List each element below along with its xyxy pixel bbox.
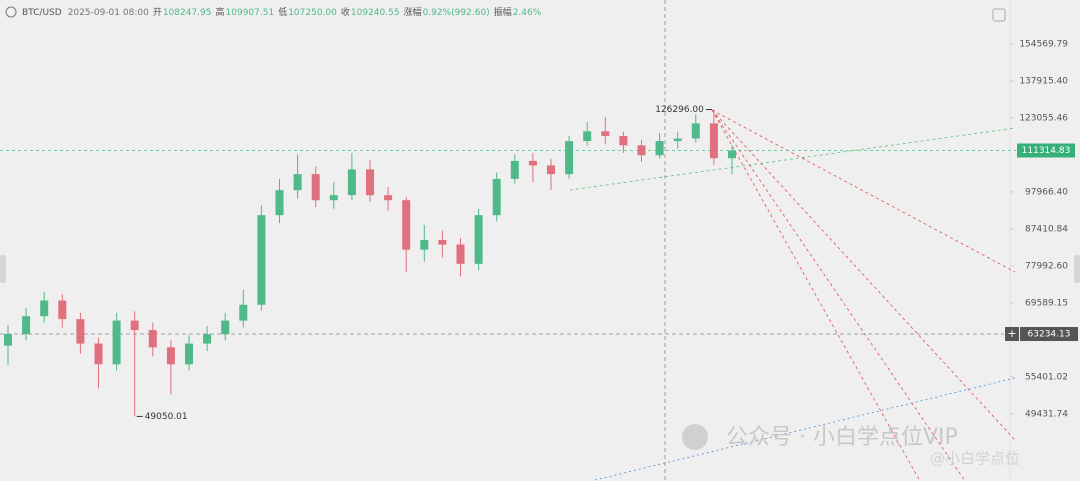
y-tick-label: 137915.40 <box>1019 76 1068 86</box>
candle-body <box>565 141 574 175</box>
time: 2025-09-01 08:00 <box>68 8 149 18</box>
y-tick-label: 55401.02 <box>1025 372 1068 382</box>
field-label: 涨幅 <box>404 6 422 18</box>
candle-body <box>148 330 157 348</box>
right-handle[interactable] <box>1074 255 1080 283</box>
symbol: BTC/USD <box>22 8 62 18</box>
candle-body <box>22 316 31 335</box>
field-label: 开 <box>153 7 162 18</box>
y-tick-label: 154569.79 <box>1019 39 1068 49</box>
price-label-box <box>1017 143 1075 158</box>
candle-body <box>311 174 320 201</box>
y-tick-label: 69589.15 <box>1025 298 1068 308</box>
trend-line <box>569 127 1016 191</box>
candle-body <box>203 334 212 344</box>
candle-body <box>40 300 49 317</box>
watermark-handle: @小白学点位 <box>930 450 1020 468</box>
field-value: 108247.95 <box>163 8 212 18</box>
y-tick-label: 97966.40 <box>1025 187 1068 197</box>
candle-body <box>94 343 103 365</box>
candle-body <box>112 320 121 365</box>
candle-body <box>438 239 447 245</box>
field-value: 107250.00 <box>288 8 337 18</box>
field-label: 振幅 <box>494 6 512 18</box>
candle-body <box>347 169 356 196</box>
crosshair-plus: + <box>1007 327 1016 340</box>
candle-body <box>655 141 664 156</box>
candle-body <box>257 215 266 305</box>
high-marker-label: 126296.00 <box>655 105 704 115</box>
collapse-icon[interactable] <box>5 6 17 18</box>
candle-body <box>619 136 628 146</box>
field-value: 0.92%(992.60) <box>423 8 490 18</box>
crosshair-label-box <box>1020 327 1078 342</box>
candle-body <box>402 200 411 250</box>
field-value: 2.46% <box>513 8 542 18</box>
fan-line <box>711 109 1016 441</box>
candle-body <box>474 215 483 264</box>
field-label: 高 <box>216 6 225 18</box>
candle-body <box>58 300 67 320</box>
candle-body <box>76 319 85 344</box>
candle-body <box>456 244 465 264</box>
settings-icon[interactable] <box>992 8 1006 22</box>
fan-line <box>711 109 921 481</box>
candle-body <box>275 190 284 216</box>
field-label: 收 <box>341 6 350 18</box>
candle-body <box>492 178 501 216</box>
candle-body <box>547 165 555 175</box>
candle-body <box>185 343 193 365</box>
candle-body <box>420 239 429 250</box>
crosshair-label: 63234.13 <box>1028 330 1071 340</box>
trend-line <box>594 377 1016 481</box>
candle-body <box>239 304 248 321</box>
field-label: 低 <box>278 6 287 18</box>
candle-body <box>166 347 175 365</box>
candle-body <box>691 123 700 139</box>
candle-body <box>221 320 230 335</box>
y-tick-label: 87410.84 <box>1025 224 1068 234</box>
crosshair-plus-box <box>1005 327 1019 342</box>
candle-body <box>709 123 718 159</box>
y-tick-label: 123055.46 <box>1019 113 1068 123</box>
candle-body <box>366 169 374 196</box>
candle-body <box>510 160 519 179</box>
candle-body <box>384 195 393 201</box>
low-marker-label: 49050.01 <box>145 412 188 422</box>
candle-body <box>528 160 537 166</box>
candle-body <box>673 138 682 142</box>
left-handle[interactable] <box>0 255 6 283</box>
candle-body <box>293 174 302 191</box>
y-tick-label: 77992.60 <box>1025 261 1068 271</box>
candle-body <box>329 195 338 201</box>
header: BTC/USD 2025-09-01 08:00 开108247.95 高109907… <box>22 6 542 18</box>
candle-body <box>130 320 139 331</box>
field-value: 109240.55 <box>351 8 400 18</box>
watermark-text: 公众号 · 小白学点位VIP <box>726 425 958 450</box>
wechat-icon <box>682 424 708 450</box>
candle-body <box>728 150 736 159</box>
y-tick-label: 49431.74 <box>1025 409 1068 419</box>
candle-body <box>4 334 12 346</box>
watermark: 公众号 · 小白学点位VIP @小白学点位 <box>682 424 1020 468</box>
price-label: 111314.83 <box>1022 146 1071 156</box>
candle-body <box>601 131 610 137</box>
candle-body <box>637 145 646 156</box>
field-value: 109907.51 <box>226 8 275 18</box>
fan-line <box>711 109 966 481</box>
candle-body <box>583 131 592 142</box>
